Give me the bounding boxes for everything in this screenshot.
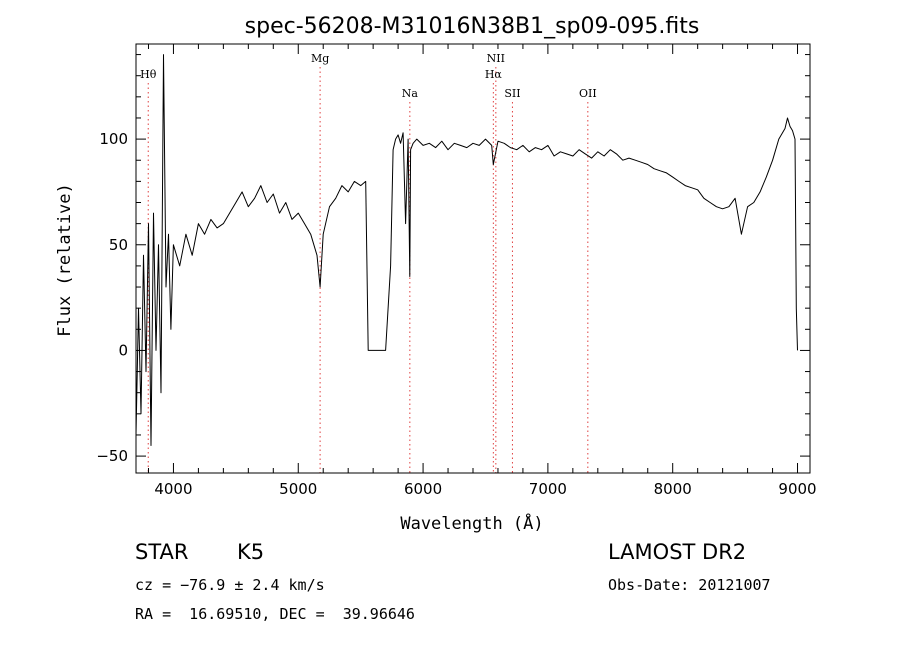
y-tick-label: 100 <box>99 130 128 148</box>
spectral-line-label: Hθ <box>140 68 157 81</box>
x-tick-label: 6000 <box>404 480 442 498</box>
obs-date-text: Obs-Date: 20121007 <box>608 576 771 594</box>
x-tick-label: 4000 <box>154 480 192 498</box>
x-axis-label: Wavelength (Å) <box>400 512 543 534</box>
object-class: STAR <box>135 540 189 564</box>
spectrum-series <box>135 54 798 446</box>
x-tick-label: 9000 <box>778 480 816 498</box>
spectral-line-label: SII <box>504 87 520 100</box>
spectral-line-label: Hα <box>485 68 503 81</box>
redshift-text: cz = −76.9 ± 2.4 km/s <box>135 576 325 594</box>
coordinates-text: RA = 16.69510, DEC = 39.96646 <box>135 605 415 623</box>
y-tick-label: −50 <box>96 447 128 465</box>
axis-ticks: 4000 5000 6000 7000 8000 9000 −50 0 50 100 <box>96 44 817 498</box>
spectral-line-label: OII <box>579 87 597 100</box>
survey-name: LAMOST DR2 <box>608 540 747 564</box>
object-subclass: K5 <box>237 540 265 564</box>
y-axis-label: Flux (relative) <box>55 183 75 337</box>
spectral-line-label: Mg <box>311 52 329 65</box>
y-tick-label: 0 <box>118 341 128 359</box>
plot-frame <box>135 43 811 474</box>
x-tick-label: 8000 <box>654 480 692 498</box>
x-tick-label: 7000 <box>529 480 567 498</box>
spectral-line-label: NII <box>487 52 505 65</box>
x-tick-label: 5000 <box>279 480 317 498</box>
spectral-line-label: Na <box>402 87 419 100</box>
chart-title: spec-56208-M31016N38B1_sp09-095.fits <box>245 14 700 39</box>
spectrum-line <box>135 54 798 446</box>
y-tick-label: 50 <box>109 236 128 254</box>
